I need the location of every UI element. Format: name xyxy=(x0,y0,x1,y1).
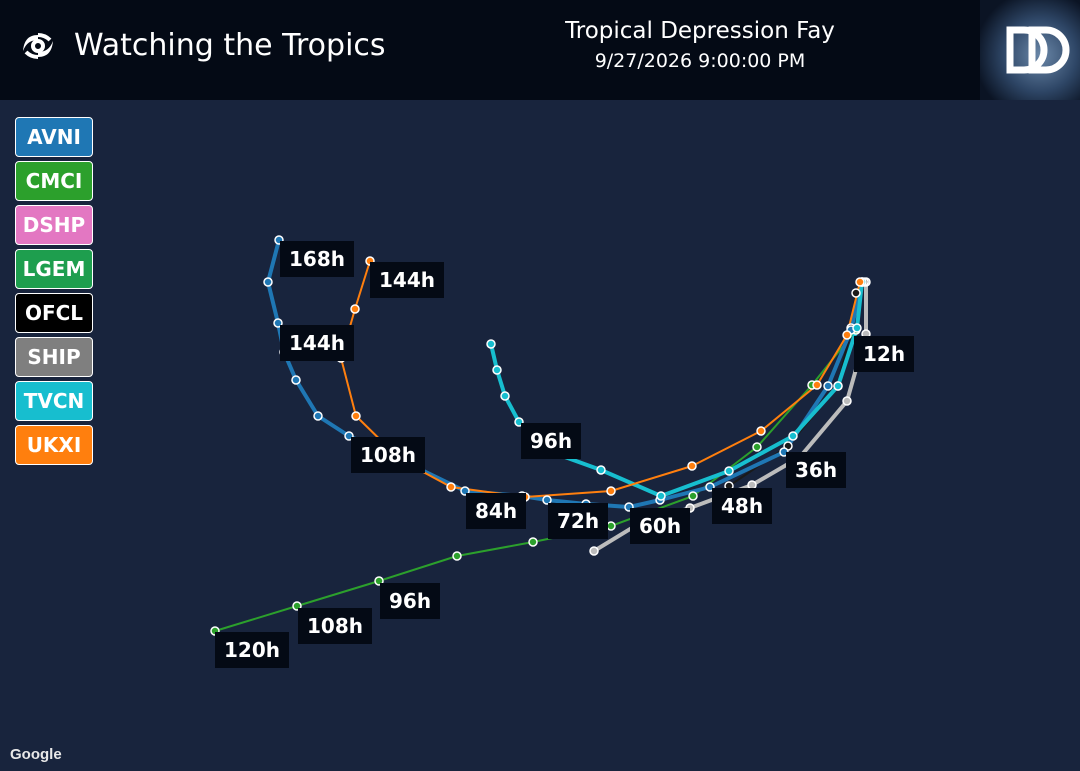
ship-track-point[interactable] xyxy=(842,396,852,406)
forecast-hour-label: 108h xyxy=(351,437,425,473)
legend-avni-button[interactable]: AVNI xyxy=(15,117,93,157)
legend-ship-button[interactable]: SHIP xyxy=(15,337,93,377)
storm-timestamp: 9/27/2026 9:00:00 PM xyxy=(594,50,806,72)
tvcn-track-point[interactable] xyxy=(486,339,496,349)
dshp-track-point[interactable] xyxy=(528,537,538,547)
ukxi-track-point[interactable] xyxy=(855,277,865,287)
legend-ofcl-button[interactable]: OFCL xyxy=(15,293,93,333)
ukxi-track-point[interactable] xyxy=(687,461,697,471)
forecast-hour-label: 96h xyxy=(380,583,441,619)
dd-logo-icon[interactable] xyxy=(980,0,1080,100)
tvcn-track-point[interactable] xyxy=(492,365,502,375)
app-title: Watching the Tropics xyxy=(74,28,386,63)
forecast-hour-label: 48h xyxy=(712,488,773,524)
legend-lgem-button[interactable]: LGEM xyxy=(15,249,93,289)
legend-dshp-button[interactable]: DSHP xyxy=(15,205,93,245)
ship-track-point[interactable] xyxy=(589,546,599,556)
tvcn-track-point[interactable] xyxy=(788,431,798,441)
map-attribution: Google xyxy=(10,746,62,763)
legend-tvcn-button[interactable]: TVCN xyxy=(15,381,93,421)
ofcl-track-point[interactable] xyxy=(851,288,861,298)
avni-track-point[interactable] xyxy=(313,411,323,421)
tvcn-track-point[interactable] xyxy=(833,381,843,391)
ukxi-track-point[interactable] xyxy=(606,486,616,496)
avni-track-point[interactable] xyxy=(291,375,301,385)
forecast-hour-label: 120h xyxy=(215,632,289,668)
storm-name: Tropical Depression Fay xyxy=(565,18,835,44)
tvcn-track-point[interactable] xyxy=(724,466,734,476)
dshp-track-point[interactable] xyxy=(752,442,762,452)
ukxi-track-point[interactable] xyxy=(812,380,822,390)
avni-track-point[interactable] xyxy=(263,277,273,287)
forecast-hour-label: 144h xyxy=(370,262,444,298)
ukxi-track-point[interactable] xyxy=(446,482,456,492)
hurricane-icon xyxy=(23,33,53,59)
app-header: Watching the Tropics Tropical Depression… xyxy=(0,0,1080,100)
forecast-hour-label: 144h xyxy=(280,325,354,361)
dshp-track-point[interactable] xyxy=(606,521,616,531)
forecast-hour-label: 36h xyxy=(786,452,847,488)
tvcn-track-point[interactable] xyxy=(500,391,510,401)
forecast-hour-label: 96h xyxy=(521,423,582,459)
avni-track-point[interactable] xyxy=(542,495,552,505)
forecast-hour-label: 168h xyxy=(280,241,354,277)
dshp-track-point[interactable] xyxy=(452,551,462,561)
tvcn-track-point[interactable] xyxy=(656,491,666,501)
ukxi-track-point[interactable] xyxy=(756,426,766,436)
tvcn-track-point[interactable] xyxy=(852,323,862,333)
forecast-hour-label: 72h xyxy=(548,503,609,539)
legend-ukxi-button[interactable]: UKXI xyxy=(15,425,93,465)
avni-track-point[interactable] xyxy=(823,381,833,391)
ukxi-track-point[interactable] xyxy=(842,330,852,340)
ukxi-track-point[interactable] xyxy=(350,304,360,314)
dshp-track-point[interactable] xyxy=(688,491,698,501)
forecast-hour-label: 60h xyxy=(630,508,691,544)
legend-cmci-button[interactable]: CMCI xyxy=(15,161,93,201)
forecast-hour-label: 12h xyxy=(854,336,915,372)
ukxi-track-point[interactable] xyxy=(351,411,361,421)
forecast-hour-label: 84h xyxy=(466,493,527,529)
model-legend: AVNI CMCI DSHP LGEM OFCL SHIP TVCN UKXI xyxy=(15,117,93,469)
forecast-hour-label: 108h xyxy=(298,608,372,644)
tvcn-track-point[interactable] xyxy=(596,465,606,475)
